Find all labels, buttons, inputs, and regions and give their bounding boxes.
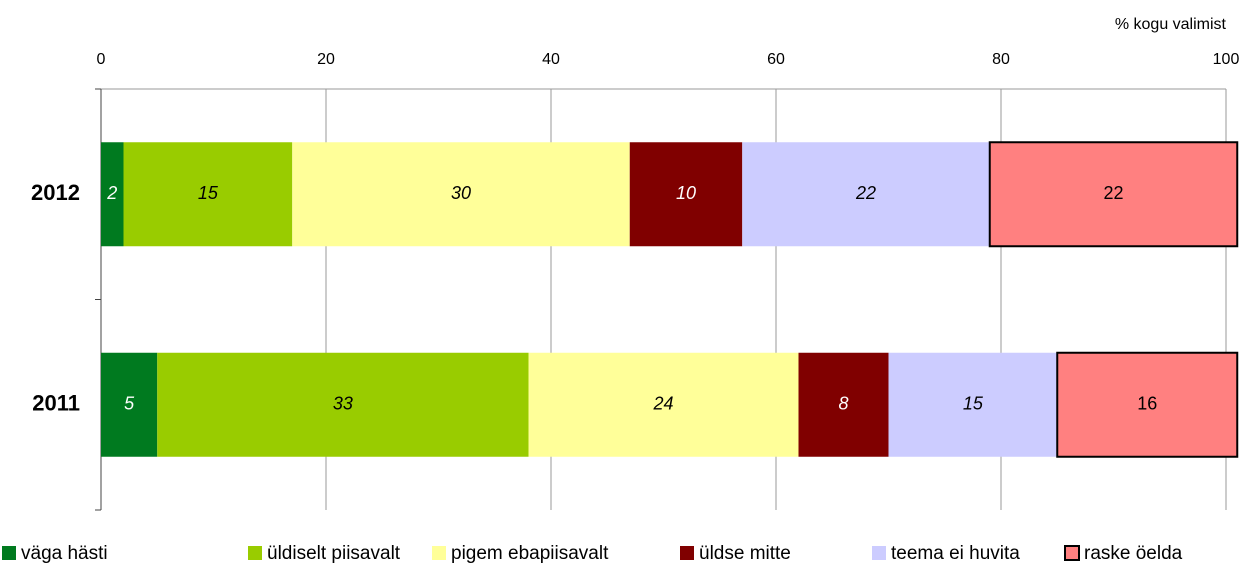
- y-tick-label: 2012: [31, 180, 80, 205]
- x-tick-label: 80: [992, 51, 1010, 68]
- x-axis-label: % kogu valimist: [1115, 16, 1227, 33]
- bar-segment: [629, 142, 743, 247]
- legend-swatch: [248, 546, 262, 560]
- bar-segment: [988, 141, 1239, 248]
- value-label: 24: [652, 394, 673, 414]
- legend-swatch: [2, 546, 16, 560]
- value-label: 15: [963, 394, 984, 414]
- bar-segment: [123, 142, 293, 247]
- x-tick-label: 40: [542, 51, 560, 68]
- value-label: 15: [198, 183, 219, 203]
- value-label: 5: [124, 394, 135, 414]
- y-tick-label: 2011: [32, 391, 80, 416]
- value-label: 33: [333, 394, 353, 414]
- legend-swatch: [680, 546, 694, 560]
- value-label: 30: [451, 183, 471, 203]
- legend-label: üldiselt piisavalt: [267, 543, 401, 564]
- bar-segment: [888, 352, 1058, 457]
- x-tick-label: 100: [1213, 51, 1240, 68]
- legend-label: üldse mitte: [699, 543, 791, 564]
- value-label: 8: [838, 394, 848, 414]
- bar-segment: [742, 142, 990, 247]
- x-tick-label: 0: [97, 51, 106, 68]
- x-tick-label: 60: [767, 51, 785, 68]
- bar-segment: [292, 142, 630, 247]
- bar-segment: [798, 352, 889, 457]
- bar-segment: [157, 352, 529, 457]
- legend-swatch: [432, 546, 446, 560]
- x-tick-label: 20: [317, 51, 335, 68]
- legend-label: pigem ebapiisavalt: [451, 543, 609, 564]
- legend-label: teema ei huvita: [891, 543, 1020, 564]
- legend-swatch: [1064, 545, 1080, 561]
- bar-segment: [101, 352, 158, 457]
- value-label: 22: [855, 183, 876, 203]
- legend-label: väga hästi: [21, 543, 108, 564]
- value-label: 22: [1103, 183, 1123, 203]
- legend-label: raske öelda: [1084, 543, 1183, 564]
- legend-swatch: [872, 546, 886, 560]
- bar-segment: [101, 142, 124, 247]
- value-label: 2: [106, 183, 117, 203]
- bar-segment: [528, 352, 799, 457]
- value-label: 16: [1137, 394, 1157, 414]
- value-label: 10: [676, 183, 696, 203]
- bar-segment: [1056, 351, 1239, 458]
